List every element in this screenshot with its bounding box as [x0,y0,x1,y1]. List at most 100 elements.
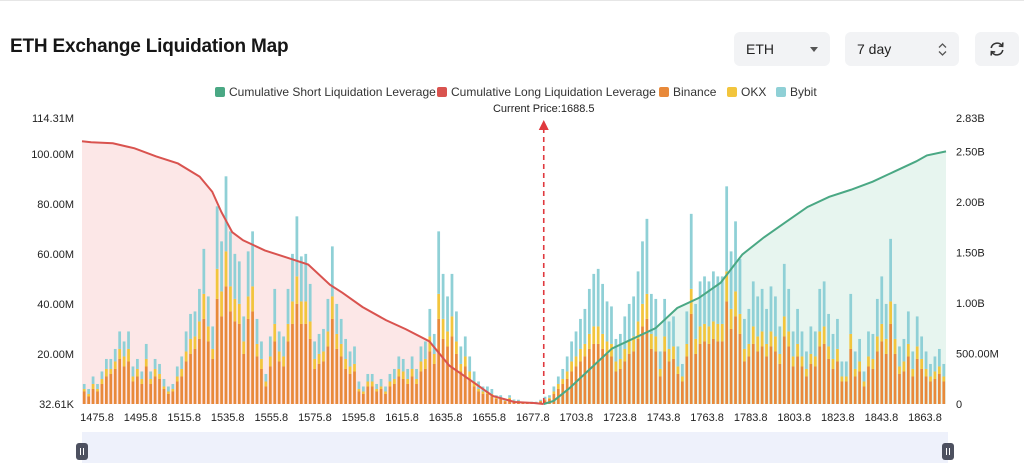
bar-binance [459,371,463,404]
y-right-tick-label: 0 [956,399,962,411]
bar-binance [703,341,706,404]
bar-okx [260,358,263,369]
bar-okx [441,318,445,339]
bar-okx [122,356,126,367]
zoom-handle-right[interactable] [942,443,954,460]
bar-bybit [791,331,795,357]
bar-okx [565,371,569,379]
refresh-button[interactable] [975,32,1019,66]
range-select-value: 7 day [857,41,892,57]
bar-bybit [490,388,494,394]
bar-bybit [379,378,383,387]
bar-binance [818,346,822,404]
bar-okx [202,293,206,319]
bar-binance [87,396,91,404]
bar-binance [605,353,609,404]
bar-bybit [627,303,631,342]
bar-bybit [193,311,197,337]
bar-okx [747,343,751,357]
zoom-handle-left[interactable] [76,443,88,460]
bar-okx [898,366,901,374]
bar-binance [685,356,689,404]
bar-binance [494,399,498,404]
bar-binance [942,381,946,404]
bar-okx [127,348,130,362]
bar-binance [446,346,449,404]
bar-bybit [813,331,817,357]
bar-okx [596,326,600,344]
current-price-arrow-icon [538,120,549,130]
bar-okx [326,331,330,347]
bar-okx [446,331,449,347]
x-tick-label: 1803.8 [777,412,811,424]
bar-binance [361,393,365,404]
bar-bybit [401,358,405,372]
bar-bybit [827,313,830,347]
bar-bybit [255,318,259,344]
bar-binance [167,393,170,404]
bar-bybit [906,311,910,344]
bar-bybit [291,253,294,302]
bar-binance [765,356,768,404]
bar-bybit [587,288,591,334]
bar-okx [858,361,861,372]
bar-okx [880,323,884,342]
y-left-tick-label: 60.00M [37,249,74,261]
bar-okx [432,353,436,364]
bar-binance [853,376,857,404]
x-tick-label: 1783.8 [734,412,768,424]
bar-bybit [774,296,777,337]
bar-binance [260,368,263,404]
bar-okx [481,391,485,394]
bar-bybit [738,258,742,314]
bar-binance [499,399,503,404]
bar-okx [716,323,720,342]
bar-bybit [942,363,946,377]
bar-binance [911,376,915,404]
y-left-tick-label: 32.61K [39,399,75,411]
bar-okx [884,338,888,354]
bar-okx [658,368,662,377]
bar-bybit [388,373,392,382]
bar-okx [375,388,379,392]
bar-bybit [933,356,937,372]
bar-binance [618,368,622,404]
page-title: ETH Exchange Liquidation Map [10,36,289,57]
bar-okx [853,368,857,377]
bar-okx [357,388,361,392]
y-left-tick-label: 40.00M [37,299,74,311]
bar-okx [459,363,463,372]
range-select[interactable]: 7 day [845,32,959,66]
bar-binance [902,371,906,404]
bar-okx [707,326,711,344]
bar-binance [587,348,591,404]
bar-binance [171,391,175,404]
bar-binance [774,351,777,404]
bar-bybit [840,361,844,377]
bar-bybit [534,401,538,403]
bar-bybit [308,283,312,322]
bar-binance [658,376,662,404]
bar-bybit [636,271,640,322]
bar-bybit [353,346,356,364]
asset-select[interactable]: ETH [734,32,830,66]
bar-bybit [548,395,551,398]
bar-bybit [184,331,188,352]
bar-binance [468,378,472,404]
bar-bybit [229,231,232,287]
bar-binance [397,376,401,404]
bar-bybit [211,326,215,349]
bar-bybit [703,276,706,324]
bar-okx [836,348,839,362]
bar-bybit [751,281,755,327]
x-tick-label: 1677.8 [516,412,550,424]
bar-okx [729,308,733,329]
bar-binance [641,326,644,404]
bar-binance [645,318,649,404]
bar-bybit [406,368,410,379]
bar-okx [751,326,755,344]
bar-okx [539,401,542,402]
bar-bybit [667,321,671,349]
zoom-slider[interactable] [76,432,954,463]
bar-okx [237,303,241,324]
